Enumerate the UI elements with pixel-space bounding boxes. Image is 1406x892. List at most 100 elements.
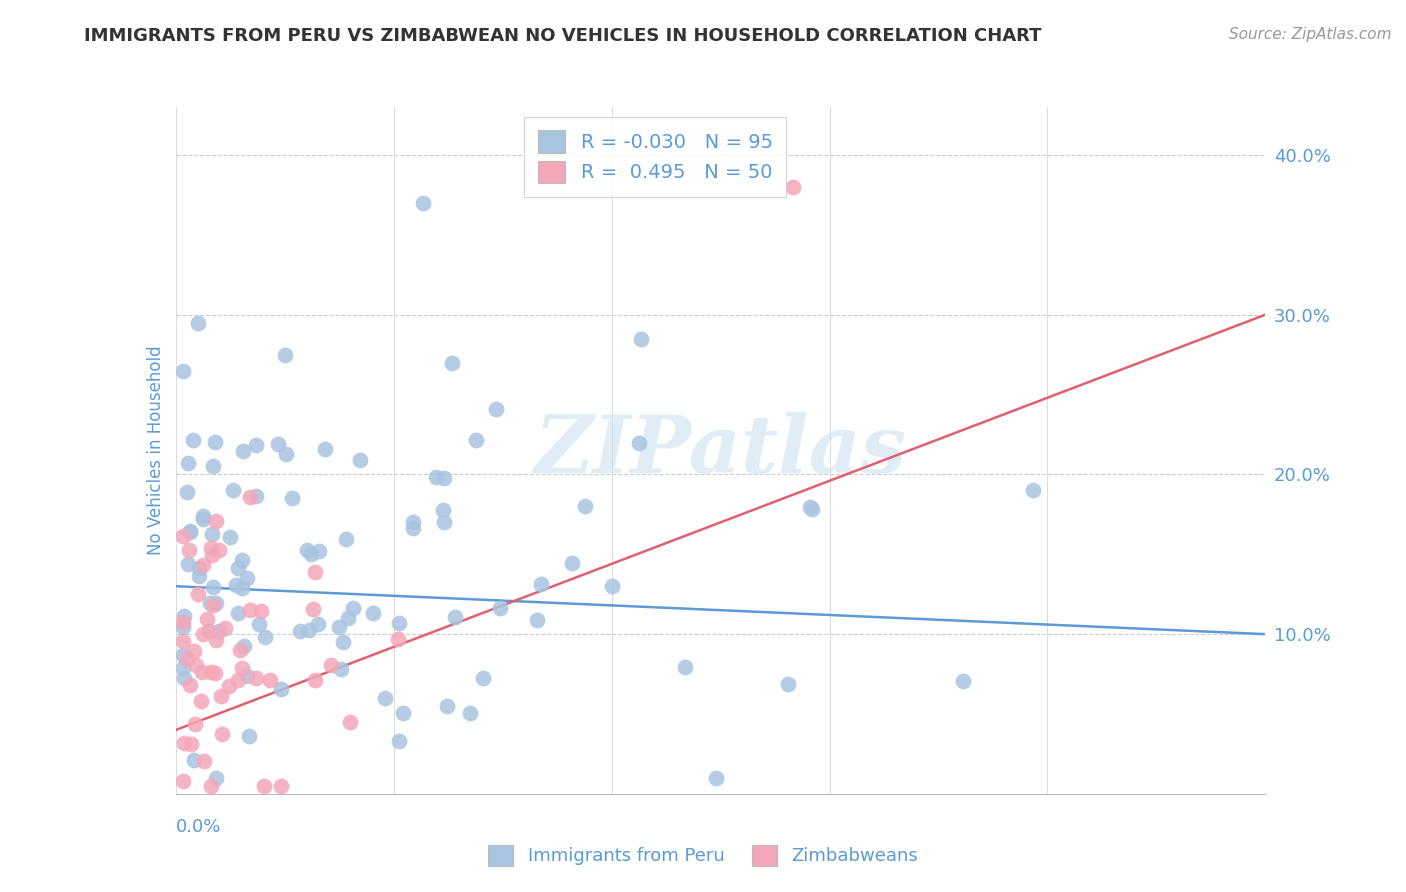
- Point: [432, 503, 454, 517]
- Point: [205, 771, 228, 785]
- Point: [332, 634, 354, 648]
- Point: [209, 689, 232, 703]
- Point: [172, 619, 194, 633]
- Point: [191, 627, 214, 641]
- Point: [191, 558, 214, 572]
- Point: [254, 631, 277, 645]
- Point: [314, 442, 336, 456]
- Point: [236, 669, 259, 683]
- Point: [276, 447, 298, 461]
- Legend: Immigrants from Peru, Zimbabweans: Immigrants from Peru, Zimbabweans: [475, 832, 931, 879]
- Point: [176, 652, 198, 666]
- Point: [402, 521, 425, 535]
- Point: [433, 515, 456, 529]
- Point: [179, 678, 201, 692]
- Point: [1022, 483, 1045, 498]
- Point: [208, 543, 231, 558]
- Point: [201, 548, 224, 562]
- Point: [172, 773, 194, 788]
- Point: [433, 471, 456, 485]
- Point: [952, 674, 974, 689]
- Point: [198, 624, 221, 638]
- Point: [211, 726, 233, 740]
- Point: [226, 673, 249, 687]
- Point: [574, 499, 596, 513]
- Point: [308, 544, 330, 558]
- Point: [239, 603, 262, 617]
- Point: [236, 571, 259, 585]
- Point: [172, 648, 194, 662]
- Point: [458, 706, 481, 721]
- Point: [704, 771, 727, 785]
- Point: [387, 616, 409, 631]
- Point: [489, 601, 512, 615]
- Point: [193, 512, 215, 526]
- Point: [201, 527, 224, 541]
- Point: [288, 624, 311, 639]
- Point: [172, 529, 194, 543]
- Point: [232, 639, 254, 653]
- Point: [200, 665, 222, 680]
- Point: [238, 729, 260, 743]
- Point: [176, 485, 198, 500]
- Point: [464, 434, 486, 448]
- Text: 0.0%: 0.0%: [176, 818, 221, 836]
- Point: [412, 195, 434, 210]
- Point: [201, 458, 224, 473]
- Point: [436, 698, 458, 713]
- Point: [342, 600, 364, 615]
- Point: [270, 779, 292, 793]
- Point: [190, 693, 212, 707]
- Point: [198, 597, 221, 611]
- Point: [226, 561, 249, 575]
- Point: [328, 620, 350, 634]
- Point: [195, 612, 218, 626]
- Point: [179, 524, 201, 538]
- Point: [193, 754, 215, 768]
- Point: [307, 617, 329, 632]
- Point: [172, 363, 194, 377]
- Point: [214, 621, 236, 635]
- Text: IMMIGRANTS FROM PERU VS ZIMBABWEAN NO VEHICLES IN HOUSEHOLD CORRELATION CHART: IMMIGRANTS FROM PERU VS ZIMBABWEAN NO VE…: [84, 27, 1042, 45]
- Point: [179, 524, 201, 539]
- Point: [172, 615, 194, 629]
- Point: [304, 566, 326, 580]
- Point: [391, 706, 413, 720]
- Point: [184, 657, 207, 672]
- Point: [388, 734, 411, 748]
- Point: [298, 623, 321, 637]
- Point: [181, 434, 204, 448]
- Point: [281, 491, 304, 506]
- Point: [173, 671, 195, 685]
- Point: [201, 580, 224, 594]
- Point: [374, 690, 396, 705]
- Point: [191, 665, 214, 679]
- Point: [231, 660, 253, 674]
- Point: [208, 624, 231, 638]
- Point: [229, 643, 252, 657]
- Point: [267, 437, 290, 451]
- Point: [231, 581, 253, 595]
- Point: [187, 587, 209, 601]
- Point: [530, 577, 553, 591]
- Point: [295, 543, 318, 558]
- Point: [218, 679, 240, 693]
- Point: [330, 663, 353, 677]
- Point: [245, 672, 267, 686]
- Point: [361, 606, 384, 620]
- Point: [425, 470, 447, 484]
- Point: [204, 434, 226, 449]
- Point: [250, 604, 273, 618]
- Point: [202, 599, 225, 613]
- Point: [191, 509, 214, 524]
- Point: [239, 490, 262, 504]
- Point: [245, 437, 267, 451]
- Point: [270, 682, 292, 697]
- Point: [485, 402, 508, 417]
- Point: [627, 435, 650, 450]
- Point: [188, 568, 211, 582]
- Point: [228, 606, 250, 620]
- Legend: R = -0.030   N = 95, R =  0.495   N = 50: R = -0.030 N = 95, R = 0.495 N = 50: [524, 117, 786, 196]
- Point: [801, 502, 824, 516]
- Point: [187, 316, 209, 330]
